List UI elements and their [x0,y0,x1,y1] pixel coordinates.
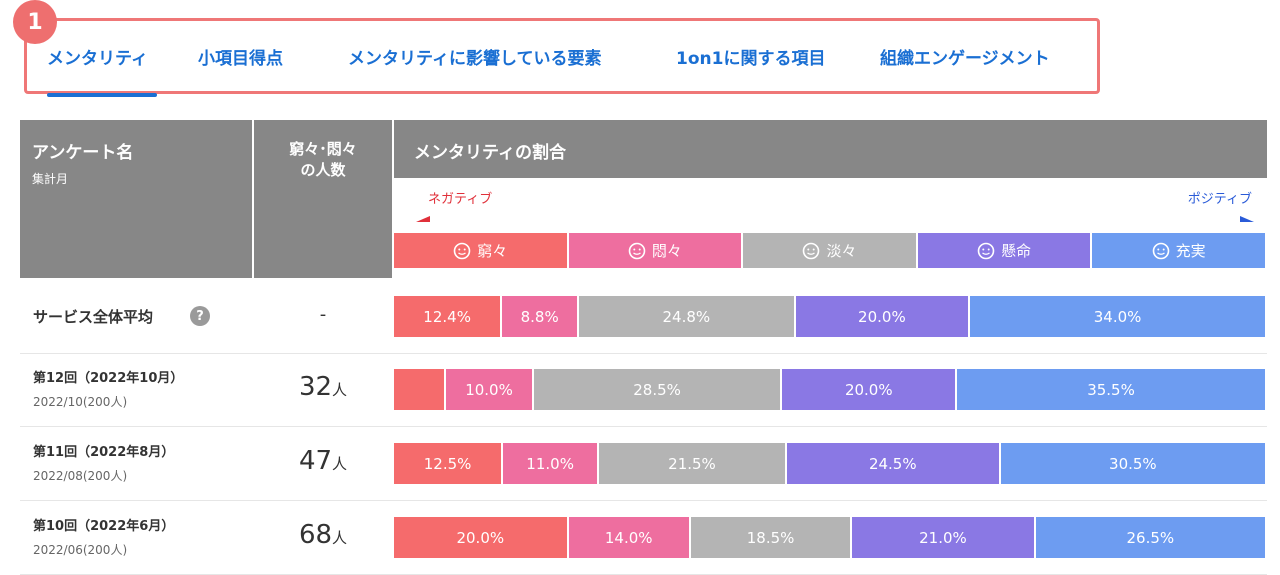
value-label: 26.5% [1126,528,1175,547]
legend-label: 淡々 [826,242,857,260]
legend-icon [977,242,995,259]
bar-segment: 11.0% [503,443,598,484]
value-label: 30.5% [1109,454,1157,473]
positive-label: ポジティブ [1187,192,1252,207]
bar-segment: 20.0% [782,369,956,410]
bar-segment: 24.8% [579,296,794,337]
value-label: 18.5% [746,528,795,547]
row-sub: 2022/06(200人) [33,543,128,557]
header-count: 窮々･悶々 の人数 [254,120,392,278]
bar-segment: 30.5% [1000,443,1265,484]
count: 32 [298,372,333,402]
header-text: の人数 [300,161,346,179]
legend-icon [803,242,820,259]
bar-segment: 21.5% [599,443,785,484]
bar-segment: 18.5% [690,517,851,558]
bar-segment: 24.5% [786,443,999,484]
row-divider [20,426,1267,427]
bar-segment: 14.0% [568,517,689,558]
count-cell: 68人 [254,520,392,550]
bar-segment: 8.8% [502,296,578,337]
bar-segment: 34.0% [970,296,1265,337]
legend-item: 淡々 [743,233,916,268]
bar-segment: 20.0% [394,517,567,558]
legend-label: 悶々 [651,242,682,260]
header-name: アンケート名 集計月 [20,120,252,278]
highlight-box [24,18,1100,94]
value-label: 21.0% [919,528,967,547]
legend-item: 悶々 [568,233,742,268]
value-label: 14.0% [604,528,653,547]
value-label: 20.0% [858,307,906,326]
bar-segment: 21.0% [852,517,1034,558]
legend-icon [1152,242,1169,259]
header-sub: 集計月 [32,172,69,186]
count: 47 [298,446,333,476]
value-label: 12.5% [423,454,472,473]
legend-item: 充実 [1092,233,1265,268]
header-ratio: メンタリティの割合 [394,120,1267,178]
value-label: 24.8% [662,307,711,326]
header-text: アンケート名 [32,143,134,163]
value-label: 28.5% [633,380,681,399]
value-label: 11.0% [526,454,574,473]
count: 68 [298,520,333,550]
legend-icon [453,242,471,259]
tab[interactable]: メンタリティ [47,49,148,69]
tab-underline [47,93,157,97]
bar-segment: 35.5% [957,369,1265,410]
tab[interactable]: メンタリティに影響している要素 [348,49,602,69]
legend-label: 窮々 [477,242,508,260]
bar-segment: 26.5% [1035,517,1265,558]
bar-segment: 20.0% [795,296,969,337]
row-divider [20,353,1267,354]
value-label: 20.0% [456,528,505,547]
value-label: 21.5% [668,454,716,473]
count-unit: 人 [332,381,348,399]
badge: 1 [13,0,57,44]
count-unit: 人 [332,455,348,473]
value-label: 20.0% [844,380,893,399]
legend-icon [628,242,646,259]
bar-segment: 28.5% [533,369,781,410]
row-divider [20,500,1267,501]
bar-segment: 12.5% [394,443,502,484]
negative-label: ネガティブ [428,192,493,207]
value-label: 10.0% [465,380,513,399]
tab[interactable]: 組織エンゲージメント [880,49,1050,69]
direction-arrow [416,216,1254,223]
tab[interactable]: 1on1に関する項目 [676,49,826,69]
count-unit: 人 [332,529,348,547]
row-sub: 2022/08(200人) [33,469,128,483]
tab[interactable]: 小項目得点 [198,49,283,69]
legend-label: 懸命 [1001,242,1032,260]
bar-segment: 12.4% [394,296,501,337]
bar-segment [394,369,445,410]
row-name: 第10回（2022年6月） [33,519,175,534]
value-label: 12.4% [423,307,471,326]
row-name: 第11回（2022年8月） [33,445,175,460]
help-icon: ? [190,306,210,326]
row-sub: 2022/10(200人) [33,395,128,409]
legend-item: 窮々 [394,233,567,268]
row-name: 第12回（2022年10月） [33,371,184,386]
legend-label: 充実 [1175,242,1206,260]
value-label: 34.0% [1093,307,1142,326]
row-name: サービス全体平均 [33,308,154,326]
legend-item: 懸命 [917,233,1091,268]
value-label: 35.5% [1087,380,1135,399]
bar-segment: 10.0% [446,369,532,410]
count: - [319,304,327,325]
count-cell: 32人 [254,372,392,402]
header-text: メンタリティの割合 [414,143,566,163]
value-label: 24.5% [868,454,917,473]
count-cell: 47人 [254,446,392,476]
value-label: 8.8% [520,307,559,326]
header-text: 窮々･悶々 [289,140,357,158]
